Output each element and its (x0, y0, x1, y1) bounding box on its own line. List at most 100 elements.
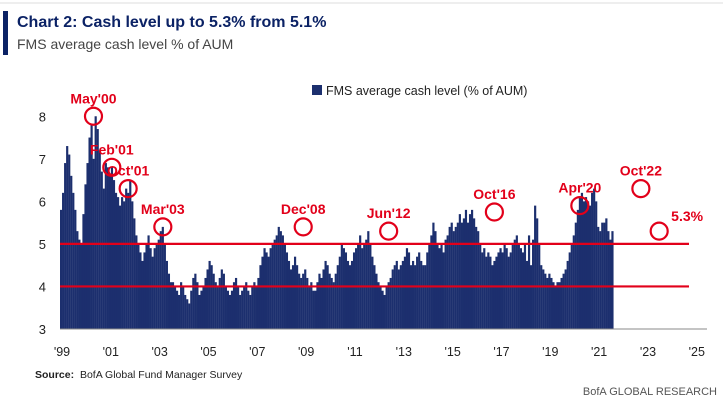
bar (68, 154, 71, 329)
bar (261, 256, 264, 329)
bar (381, 290, 384, 329)
bar (114, 192, 118, 329)
bar (269, 248, 272, 329)
title-accent-bar (3, 11, 8, 55)
annotation-circle (570, 196, 590, 216)
bar (184, 294, 187, 329)
bar (263, 248, 266, 329)
bar (212, 273, 215, 329)
bar (411, 260, 415, 329)
bar (519, 248, 522, 329)
bar (342, 248, 345, 329)
annotation-circle (83, 106, 104, 126)
annotation-label: Feb'01 (90, 141, 134, 157)
bar (489, 256, 492, 329)
bar (544, 273, 547, 329)
bar (597, 226, 600, 329)
bar (532, 239, 535, 329)
bar (210, 265, 213, 329)
bar (198, 294, 201, 329)
y-tick-label: 5 (39, 237, 46, 252)
bar (220, 269, 223, 329)
bar (94, 116, 97, 330)
x-tick-label: '11 (347, 345, 362, 359)
bar (588, 205, 592, 329)
bar (64, 163, 67, 329)
bar (78, 239, 81, 329)
annotation-label: Oct'22 (620, 163, 662, 179)
bar (464, 209, 468, 329)
bar (593, 188, 596, 329)
bar (434, 231, 437, 329)
bar (98, 150, 101, 329)
bar (304, 269, 307, 329)
bar (133, 218, 136, 329)
bar (609, 239, 612, 329)
bar (208, 260, 211, 329)
bar (603, 222, 606, 329)
bar (178, 294, 181, 329)
bar (576, 209, 579, 329)
bar (422, 265, 425, 329)
x-tick-label: '13 (396, 345, 412, 359)
bar (285, 252, 289, 329)
bar (521, 252, 525, 329)
chart-subtitle: FMS average cash level % of AUM (17, 36, 234, 52)
y-tick-label: 6 (39, 194, 46, 209)
bar (460, 222, 463, 329)
bar (462, 218, 466, 329)
bar (499, 248, 502, 329)
bar (281, 235, 284, 329)
bar (204, 277, 207, 329)
bar (430, 235, 433, 329)
bar (316, 282, 319, 329)
bar (611, 231, 614, 329)
bar (96, 129, 99, 329)
bar (560, 277, 563, 329)
bar (127, 192, 130, 329)
bar (389, 277, 392, 329)
bar (74, 209, 77, 329)
annotation-circle (484, 202, 504, 222)
bar (373, 265, 376, 329)
bar (257, 277, 260, 329)
bar (546, 277, 549, 329)
bar (296, 265, 299, 329)
bar (350, 260, 354, 329)
bar (267, 256, 270, 329)
bar (121, 197, 124, 329)
bar (501, 252, 504, 329)
x-tick-label: '03 (152, 345, 168, 359)
bar (361, 248, 364, 329)
annotation-circle (153, 217, 173, 237)
bar (485, 256, 488, 329)
bar (591, 192, 594, 329)
x-tick-label: '17 (493, 345, 509, 359)
bar (318, 273, 321, 329)
bar (599, 231, 602, 329)
bar (393, 265, 396, 329)
x-tick-label: '21 (591, 345, 607, 359)
annotation-label: May'00 (70, 90, 116, 106)
bar (405, 248, 409, 329)
bar (513, 239, 516, 329)
bar (169, 282, 173, 329)
bar (497, 252, 500, 329)
bar (206, 269, 209, 329)
bar (237, 286, 240, 329)
bar (568, 252, 571, 329)
bar (509, 252, 512, 329)
annotation-circle (293, 217, 313, 237)
bar (450, 222, 453, 329)
bar (387, 282, 390, 329)
bar (348, 265, 352, 329)
bar (399, 265, 402, 329)
bar (249, 294, 252, 329)
bar (289, 269, 293, 329)
x-tick-label: '25 (689, 345, 705, 359)
annotation-label: 5.3% (671, 208, 703, 224)
bar (265, 252, 268, 329)
bar (190, 290, 193, 329)
annotation-label: Jun'12 (367, 205, 411, 221)
